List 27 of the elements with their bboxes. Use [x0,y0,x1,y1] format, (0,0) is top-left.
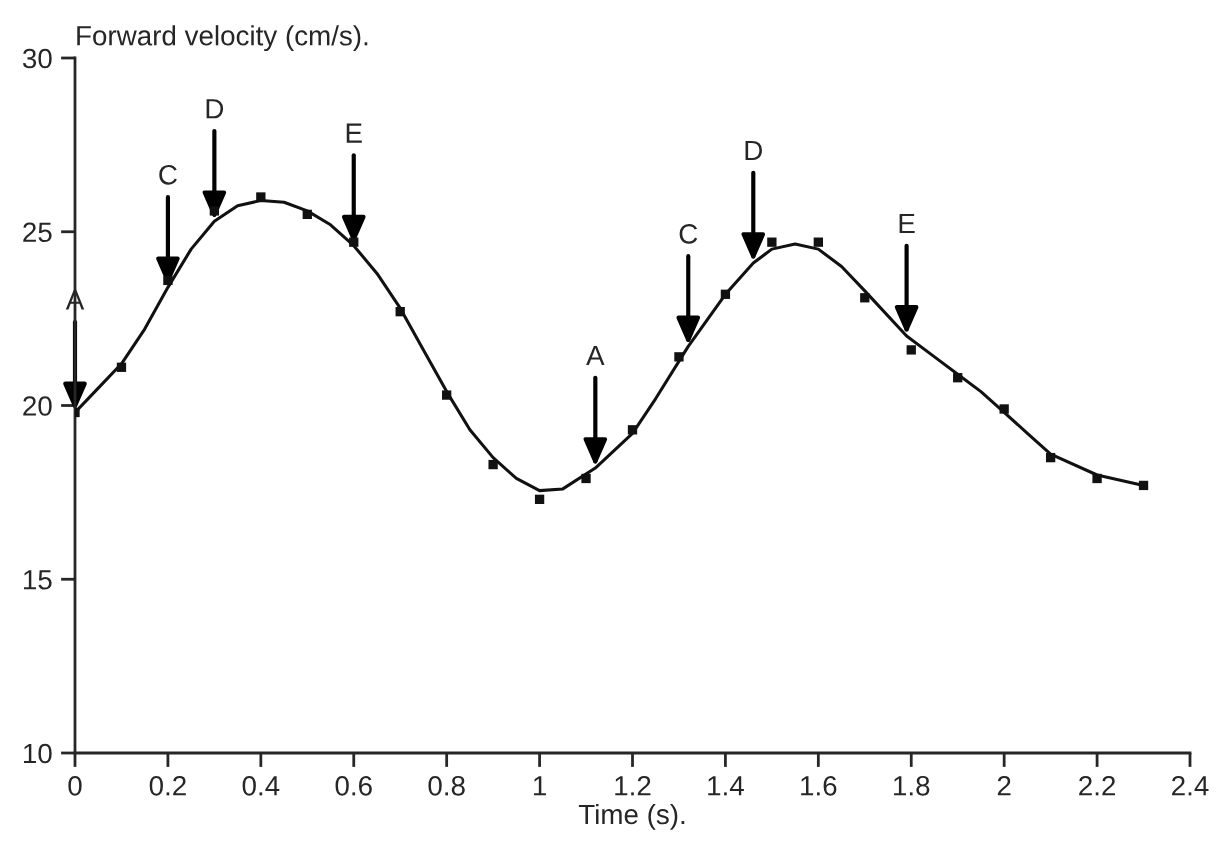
annotation: E [899,213,915,234]
y-tick-label: 15 [24,570,52,590]
y-axis-title: Forward velocity (cm/s). [77,25,368,52]
y-tick-label: 10 [24,743,52,764]
annotation: C [159,164,177,185]
x-tick-label: 1.4 [708,776,744,796]
x-tick-label: 1.6 [801,775,837,796]
x-tick-label: 1.8 [894,775,930,796]
x-tick-label: 0.6 [335,775,372,796]
annotation: C [679,224,698,244]
y-tick-label: 25 [23,222,52,243]
x-tick-label: 2.4 [1172,775,1209,796]
x-tick-label: 0.2 [149,775,186,796]
y-tick-label: 30 [22,48,52,69]
x-tick-label: 0 [68,775,82,796]
y-tick-label: 20 [23,396,52,416]
x-tick-label: 1 [533,776,546,796]
x-tick-label: 0.8 [428,775,465,796]
x-tick-label: 2.2 [1079,775,1115,796]
x-axis-title: Time (s). [578,803,685,830]
annotation: A [586,345,605,366]
annotation: E [346,123,362,143]
annotation: D [745,140,762,161]
x-tick-label: 1.2 [615,775,651,796]
annotation: D [206,99,224,119]
x-tick-label: 2 [997,775,1011,796]
x-tick-label: 0.4 [242,775,280,796]
